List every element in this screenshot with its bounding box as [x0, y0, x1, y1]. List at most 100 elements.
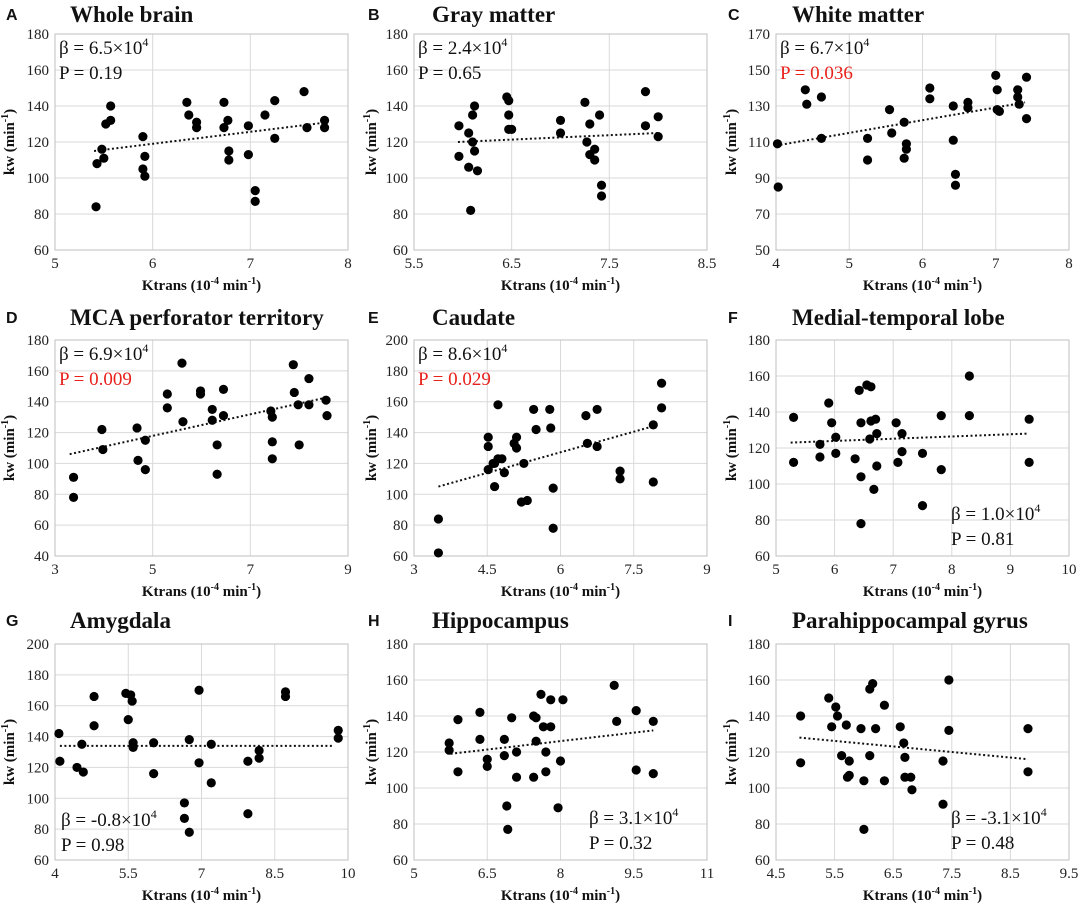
beta-stat: β = 6.9×104 [59, 341, 148, 365]
beta-exponent: 4 [142, 341, 148, 355]
panel-f: F Medial-temporal lobe 5 6 7 8 9 10 60 80 100 120 14… [722, 305, 1077, 600]
y-tick-label: 180 [386, 637, 409, 653]
x-tick-label: 6.5 [478, 866, 497, 882]
y-tick-label: 60 [393, 243, 408, 259]
x-label-part: Ktrans (10 [142, 278, 211, 294]
y-tick-label: 90 [755, 171, 770, 187]
plot-frame [775, 339, 1070, 557]
data-point [267, 437, 277, 447]
x-label-part: min [940, 584, 969, 600]
y-tick-label: 100 [27, 791, 50, 807]
y-tick-label: 60 [755, 853, 770, 869]
y-tick-label: 100 [27, 171, 50, 187]
data-points [796, 675, 1033, 835]
x-label-sup: -4 [932, 276, 940, 287]
p-value: P = 0.65 [418, 63, 481, 84]
data-point [831, 448, 841, 458]
data-point [212, 469, 222, 479]
y-ticks: 60 80 100 120 140 160 180 [748, 333, 771, 565]
y-tick-label: 120 [748, 745, 771, 761]
data-point [831, 432, 841, 442]
data-point [250, 196, 260, 206]
data-point [219, 123, 229, 133]
y-tick-label: 100 [748, 477, 771, 493]
plot-frame [54, 643, 349, 861]
x-tick-label: 6 [557, 562, 565, 578]
data-point [92, 159, 102, 169]
data-point [938, 799, 948, 809]
y-tick-label: 150 [748, 63, 771, 79]
y-tick-label: 140 [27, 99, 50, 115]
x-tick-label: 7 [247, 256, 255, 272]
data-point [800, 85, 810, 95]
x-tick-label: 7 [889, 562, 897, 578]
data-point [254, 745, 264, 756]
y-tick-label: 120 [27, 426, 50, 442]
x-tick-label: 7.5 [942, 866, 961, 882]
data-point [289, 387, 299, 398]
data-point [850, 454, 860, 464]
data-point [206, 778, 216, 788]
data-point [815, 452, 825, 462]
data-point [824, 693, 834, 703]
x-tick-label: 4 [772, 256, 780, 272]
y-label-part: kw (min [364, 428, 380, 482]
data-point [831, 702, 841, 712]
data-point [483, 432, 493, 442]
data-point [879, 776, 890, 786]
data-point [887, 128, 897, 138]
beta-text: β = 1.0×10 [951, 504, 1034, 525]
data-point [872, 429, 882, 439]
data-point [580, 97, 590, 107]
x-tick-label: 7.5 [624, 562, 643, 578]
x-label-part: Ktrans (10 [501, 584, 570, 600]
data-point [138, 164, 148, 174]
y-tick-label: 140 [748, 709, 771, 725]
x-label-sup: -1 [248, 276, 256, 287]
data-point [936, 411, 946, 421]
data-point [1013, 85, 1023, 95]
y-label-part: ) [364, 719, 380, 724]
y-tick-label: 40 [34, 549, 49, 565]
data-point [511, 432, 522, 442]
data-point [917, 448, 928, 458]
data-point [541, 747, 551, 757]
data-point [897, 447, 907, 457]
data-point [582, 438, 592, 448]
data-point [816, 133, 827, 143]
data-point [1021, 72, 1032, 82]
y-axis-label: kw (min-1) [722, 719, 740, 785]
data-points [454, 87, 663, 215]
x-label-part: min [219, 888, 248, 904]
x-ticks: 5 6.5 8 9.5 11 [410, 866, 714, 882]
data-point [893, 457, 903, 467]
data-point [454, 151, 464, 161]
y-tick-label: 180 [748, 637, 771, 653]
data-points [772, 70, 1032, 192]
y-tick-label: 70 [755, 207, 770, 223]
data-point [464, 128, 474, 138]
x-label-part: ) [615, 278, 620, 294]
data-point [815, 439, 825, 449]
data-point [944, 725, 954, 736]
beta-exponent: 4 [672, 805, 678, 819]
x-label-part: Ktrans (10 [863, 584, 932, 600]
data-points [433, 378, 667, 558]
x-tick-label: 8 [1065, 256, 1073, 272]
data-point [907, 785, 917, 795]
data-point [991, 70, 1001, 80]
data-point [184, 110, 194, 120]
y-label-part: kw (min [724, 732, 740, 786]
y-label-part: ) [724, 719, 740, 724]
data-point [98, 444, 108, 455]
data-point [640, 87, 651, 97]
data-point [464, 162, 474, 172]
x-tick-label: 9 [1007, 562, 1015, 578]
data-point [499, 734, 509, 745]
data-point [207, 415, 217, 425]
beta-text: β = -0.8×10 [61, 810, 151, 831]
panel-letter: C [728, 7, 740, 24]
data-point [194, 758, 204, 768]
data-point [788, 457, 799, 467]
y-label-part: ) [2, 719, 18, 724]
